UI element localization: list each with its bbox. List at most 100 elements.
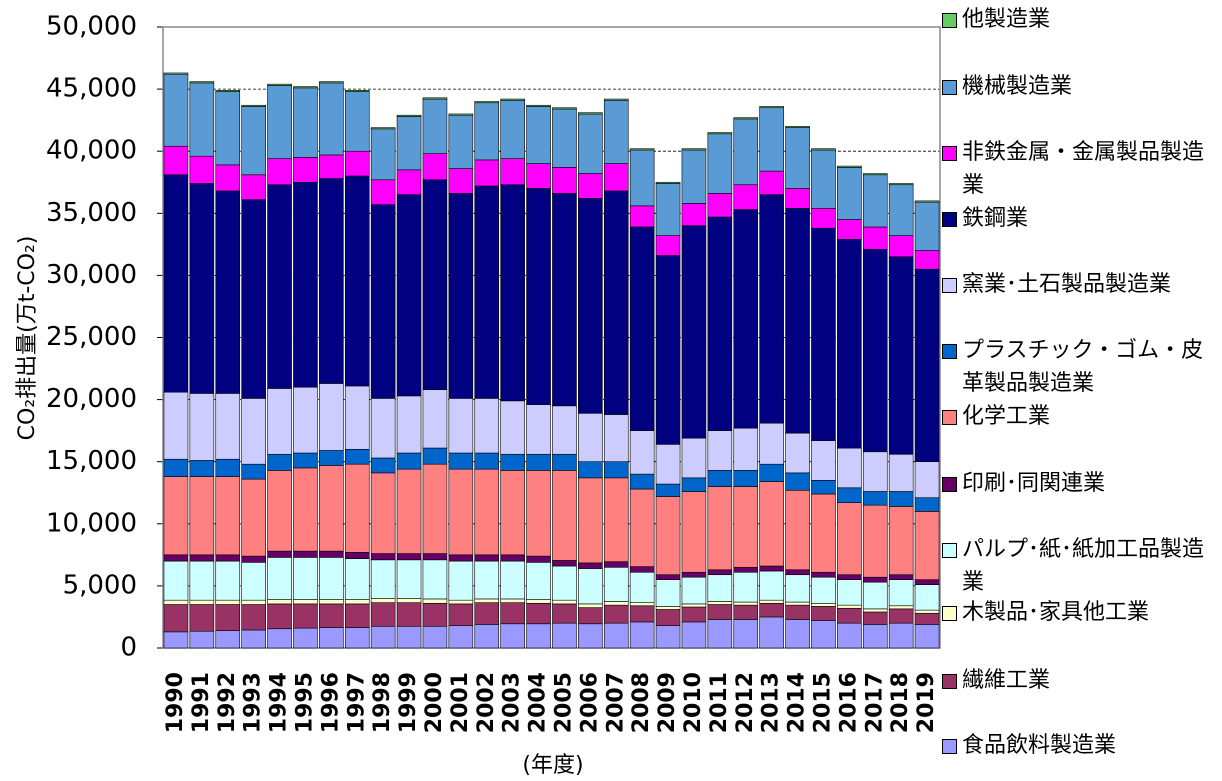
bar-segment [319, 450, 344, 466]
legend-item: 化学工業 [942, 400, 1214, 433]
bar-segment [603, 414, 629, 462]
bar-segment [422, 602, 448, 627]
bar-segment [578, 603, 603, 608]
y-tick-label: 45,000 [46, 74, 137, 104]
bar-segment [474, 159, 500, 187]
bar-segment [629, 602, 655, 607]
legend-swatch [942, 477, 957, 492]
bar-segment [241, 629, 266, 649]
bar-segment [914, 461, 940, 499]
bar-segment [422, 598, 448, 604]
legend-swatch [942, 543, 957, 558]
bar-segment [837, 502, 862, 576]
bar-segment [500, 99, 525, 159]
bar-segment [603, 99, 629, 164]
bar-segment [319, 465, 344, 552]
bar-segment [888, 184, 914, 236]
bar-segment [655, 609, 681, 626]
bar-segment [370, 559, 396, 599]
y-tick-label: 0 [120, 633, 137, 663]
bar-segment [267, 184, 292, 389]
bar-segment [396, 452, 422, 470]
bar-segment [422, 553, 448, 561]
bar-segment [163, 458, 189, 477]
bar-segment [552, 560, 577, 567]
bar-segment [733, 566, 759, 573]
bar-segment [189, 82, 215, 157]
bar-segment [370, 457, 396, 474]
bar-segment [681, 203, 707, 227]
bar-segment [655, 255, 681, 445]
bar-segment [241, 106, 266, 176]
bar-segment [293, 386, 318, 454]
x-tick-label: 1997 [344, 672, 369, 733]
bar-segment [267, 628, 292, 649]
x-tick-label: 1995 [292, 672, 317, 733]
bar-segment [655, 574, 681, 580]
bar-segment [241, 463, 266, 480]
bar-segment [759, 602, 784, 618]
bar-segment [837, 239, 862, 449]
bar-segment [319, 627, 344, 649]
bar-segment [785, 472, 810, 491]
bar-segment [344, 385, 370, 450]
bar-segment [759, 194, 784, 424]
bar-segment [267, 550, 292, 558]
bar-segment [396, 559, 422, 599]
bar-segment [500, 602, 525, 625]
bar-segment [733, 427, 759, 471]
bar-segment [422, 559, 448, 600]
bar-segment [215, 604, 241, 631]
bar-segment [396, 602, 422, 627]
bar-segment [811, 148, 836, 151]
bar-segment [319, 154, 344, 179]
bar-segment [759, 422, 784, 465]
x-tick-label: 2001 [448, 672, 473, 733]
bar-segment [707, 193, 733, 218]
bar-segment [189, 393, 215, 461]
bar-segment [526, 188, 551, 405]
bar-segment [526, 104, 551, 107]
bar-segment [319, 599, 344, 605]
bar-segment [241, 478, 266, 557]
legend-label: 鉄鋼業 [962, 206, 1029, 231]
bar-segment [500, 98, 525, 101]
bar-segment [914, 609, 940, 614]
bar-segment [241, 104, 266, 107]
bar-segment [578, 477, 603, 564]
bar-segment [629, 566, 655, 573]
bar-segment [448, 114, 474, 169]
bar-segment [811, 602, 836, 607]
bar-segment [914, 511, 940, 580]
bar-segment [500, 158, 525, 186]
legend-item: 木製品･家具他工業 [942, 596, 1214, 629]
legend-swatch [942, 212, 957, 227]
bar-segment [267, 158, 292, 186]
y-tick-label: 25,000 [46, 322, 137, 352]
bar-segment [344, 175, 370, 387]
bar-segment [344, 599, 370, 605]
bar-segment [552, 603, 577, 624]
x-tick-label: 2000 [422, 672, 447, 733]
x-tick-label: 2019 [914, 672, 939, 733]
legend-label: 機械製造業 [962, 74, 1073, 99]
legend-item: 鉄鋼業 [942, 202, 1214, 235]
bar-segment [241, 398, 266, 465]
bar-segment [888, 453, 914, 492]
bar-segment [862, 608, 888, 613]
bar-segment [189, 476, 215, 556]
bar-segment [163, 604, 189, 633]
bar-segment [837, 622, 862, 649]
bar-segment [888, 608, 914, 624]
bar-segment [344, 91, 370, 152]
bar-segment [267, 599, 292, 605]
bar-segment [785, 126, 810, 128]
bar-segment [603, 622, 629, 649]
y-tick-label: 20,000 [46, 384, 137, 414]
bar-segment [319, 81, 344, 84]
legend-swatch [942, 674, 957, 689]
bar-segment [914, 624, 940, 649]
bar-segment [862, 611, 888, 625]
bar-segment [578, 562, 603, 569]
